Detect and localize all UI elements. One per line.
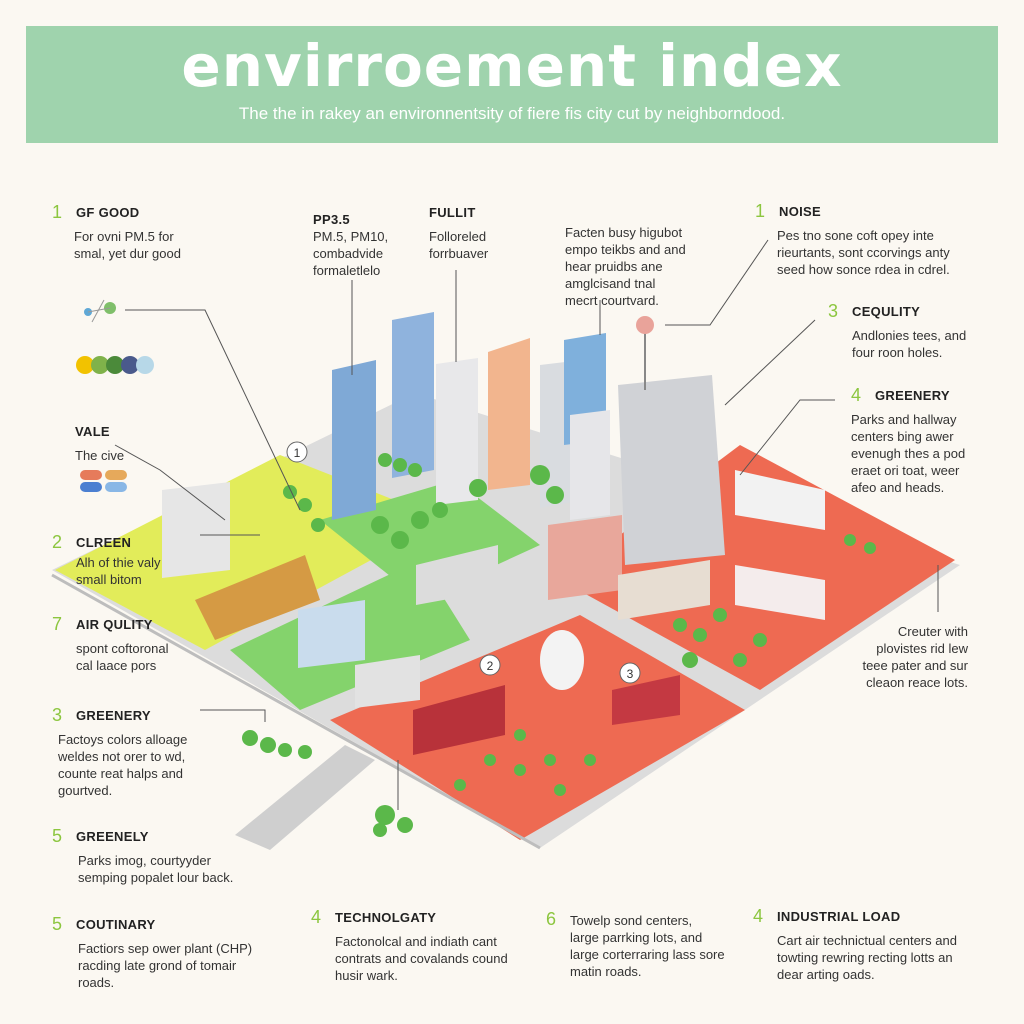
annotation-label: TECHNOLGATY xyxy=(335,910,437,925)
annotation-description: Facten busy higubot empo teikbs and and h… xyxy=(565,225,686,308)
map-marker-1: 1 xyxy=(286,441,308,463)
annotation-label: GREENERY xyxy=(76,708,151,723)
annotation-number: 4 xyxy=(311,907,322,927)
annotation-number: 2 xyxy=(52,532,63,552)
svg-text:1: 1 xyxy=(294,446,301,460)
annotation-description: Creuter with plovistes rid lew teee pater… xyxy=(862,624,968,690)
annotation-number: 7 xyxy=(52,614,63,634)
tree-clusters xyxy=(242,453,876,837)
annotation-label: CEQULITY xyxy=(852,304,921,319)
annotation-description: PM.5, PM10, combadvide formaletlelo xyxy=(313,229,389,278)
annotation-description: For ovni PM.5 for smal, yet dur good xyxy=(74,229,181,261)
annotation-description: Parks imog, courtyyder semping popalet lo… xyxy=(78,853,234,885)
annotation-label: COUTINARY xyxy=(76,917,156,932)
annotation-label: GREENERY xyxy=(875,388,950,403)
annotation-label: FULLIT xyxy=(429,205,476,220)
annotation-label: INDUSTRIAL LOAD xyxy=(777,909,901,924)
map-marker-2: 2 xyxy=(479,654,501,676)
annotation-label: AIR QULITY xyxy=(76,617,153,632)
leader-lines xyxy=(114,239,939,810)
annotation-description: Andlonies tees, and four roon holes. xyxy=(852,328,967,360)
sensor-network-icon xyxy=(84,299,116,323)
buildings xyxy=(162,470,825,755)
annotation-description: The cive xyxy=(75,448,125,463)
annotation-number: 3 xyxy=(828,301,839,321)
svg-text:2: 2 xyxy=(487,659,494,673)
annotation-description: Parks and hallway centers bing awer evenu… xyxy=(851,412,966,495)
annotation-description: Pes tno sone coft opey inte rieurtants, s… xyxy=(777,228,950,277)
svg-text:3: 3 xyxy=(627,667,634,681)
annotation-label: VALE xyxy=(75,424,110,439)
annotation-description: Factoys colors alloage weldes not orer to… xyxy=(58,732,188,798)
annotation-number: 5 xyxy=(52,826,63,846)
annotation-description: Folloreled forrbuaver xyxy=(429,229,489,261)
page-title: envirroement index xyxy=(181,32,843,100)
page-subtitle: The the in rakey an environnentsity of f… xyxy=(238,104,786,123)
annotation-number: 6 xyxy=(546,909,557,929)
annotation-number: 1 xyxy=(755,201,766,221)
annotation-description: Cart air technictual centers and towting … xyxy=(777,933,957,982)
annotation-label: GF GOOD xyxy=(76,205,140,220)
annotation-description: spont coftoronal cal laace pors xyxy=(76,641,169,673)
annotation-label: GREENELY xyxy=(76,829,149,844)
skyscrapers xyxy=(332,312,725,565)
header-banner: envirroement index The the in rakey an e… xyxy=(26,26,998,143)
air-quality-scale-icon xyxy=(76,356,154,374)
annotation-number: 4 xyxy=(851,385,862,405)
annotation-description: Alh of thie valy small bitom xyxy=(76,555,161,587)
annotation-description: Factiors sep ower plant (CHP) racding lat… xyxy=(78,941,253,990)
annotation-number: 1 xyxy=(52,202,63,222)
annotation-number: 4 xyxy=(753,906,764,926)
annotation-label: NOISE xyxy=(779,204,821,219)
annotation-label: CLREEN xyxy=(76,535,132,550)
annotation-number: 3 xyxy=(52,705,63,725)
annotation-description: Factonolcal and indiath cant contrats and… xyxy=(335,934,508,983)
zone-red-south xyxy=(330,615,745,840)
noise-level-scale-icon xyxy=(80,470,127,492)
map-marker-3: 3 xyxy=(619,662,641,684)
annotation-description: Towelp sond centers, large parrking lots,… xyxy=(570,913,725,979)
annotation-label: PP3.5 xyxy=(313,212,350,227)
annotation-number: 5 xyxy=(52,914,63,934)
